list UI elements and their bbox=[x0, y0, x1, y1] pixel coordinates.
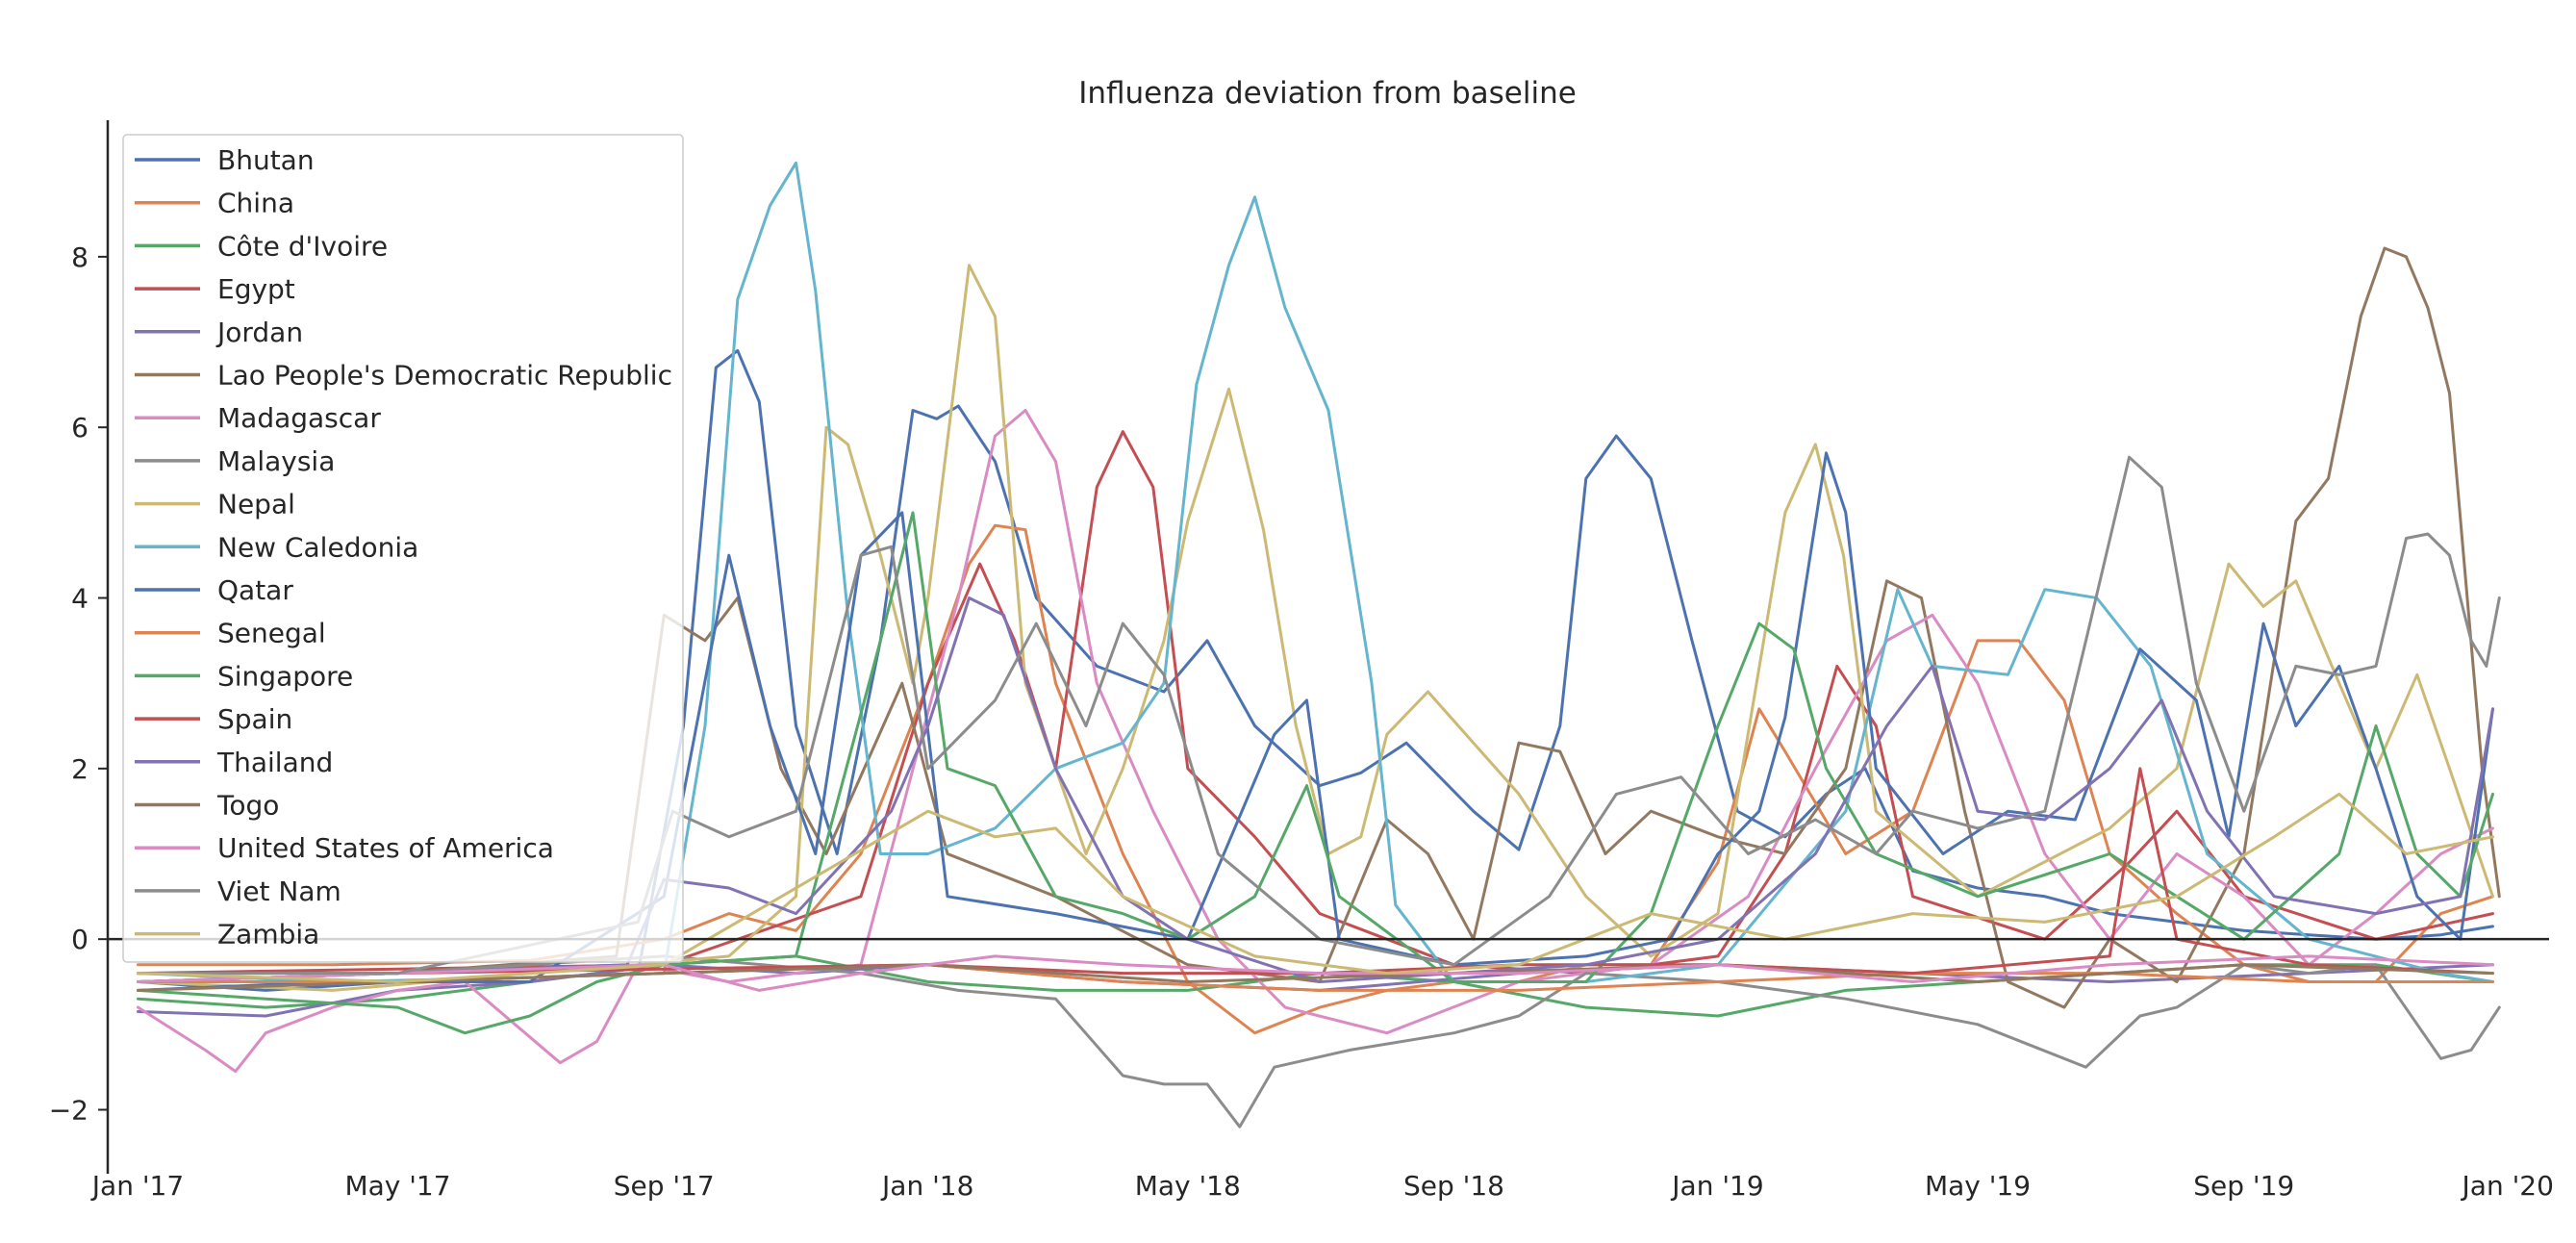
series-line-qatar bbox=[137, 451, 2494, 992]
series-line-bhutan bbox=[137, 348, 2494, 992]
legend-label-nepal: Nepal bbox=[217, 489, 295, 520]
series-line-new-caledonia bbox=[137, 161, 2494, 983]
x-tick-label: Jan '19 bbox=[1670, 1170, 1763, 1202]
legend-label-senegal: Senegal bbox=[217, 618, 326, 649]
y-tick-label: 4 bbox=[71, 583, 88, 615]
series-line-nepal bbox=[137, 264, 2494, 992]
legend-frame bbox=[122, 134, 684, 963]
x-tick-label: Jan '17 bbox=[90, 1170, 184, 1202]
chart-title: Influenza deviation from baseline bbox=[1078, 76, 1577, 111]
x-tick-label: Sep '17 bbox=[614, 1170, 715, 1202]
legend-label-lao-people-s-democratic-republic: Lao People's Democratic Republic bbox=[217, 360, 672, 392]
x-tick-label: May '19 bbox=[1925, 1170, 2031, 1202]
legend-label-c-te-d-ivoire: Côte d'Ivoire bbox=[217, 230, 388, 262]
legend-label-viet-nam: Viet Nam bbox=[217, 875, 341, 907]
series-layer bbox=[137, 161, 2501, 1129]
y-tick-label: 0 bbox=[71, 924, 88, 955]
series-line-united-states-of-america bbox=[137, 954, 2494, 992]
legend-label-united-states-of-america: United States of America bbox=[217, 832, 554, 864]
y-tick-label: −2 bbox=[49, 1095, 88, 1127]
legend-label-qatar: Qatar bbox=[217, 574, 293, 606]
legend-label-spain: Spain bbox=[217, 703, 292, 735]
y-tick-label: 8 bbox=[71, 241, 88, 273]
x-tick-label: Jan '18 bbox=[880, 1170, 973, 1202]
y-tick-label: 6 bbox=[71, 412, 88, 444]
legend-label-china: China bbox=[217, 188, 294, 219]
y-axis-ticks: −2 0 2 4 6 8 bbox=[49, 241, 108, 1127]
series-line-zambia bbox=[137, 792, 2494, 983]
legend-label-malaysia: Malaysia bbox=[217, 445, 335, 477]
legend-label-togo: Togo bbox=[216, 790, 279, 822]
legend-items: Bhutan China Côte d'Ivoire Egypt Jordan Lao P… bbox=[135, 144, 672, 951]
x-axis-ticks: Jan '17 May '17 Sep '17 Jan '18 May '18 Sep '… bbox=[90, 1170, 2554, 1202]
series-line-viet-nam bbox=[137, 455, 2501, 976]
legend-label-thailand: Thailand bbox=[216, 747, 333, 778]
x-tick-label: Jan '20 bbox=[2461, 1170, 2554, 1202]
legend-label-zambia: Zambia bbox=[217, 919, 319, 951]
series-line-spain bbox=[137, 767, 2494, 976]
legend-label-egypt: Egypt bbox=[217, 273, 295, 305]
legend-label-jordan: Jordan bbox=[215, 317, 303, 348]
y-tick-label: 2 bbox=[71, 753, 88, 785]
series-line-togo bbox=[137, 963, 2494, 992]
legend-label-bhutan: Bhutan bbox=[217, 144, 315, 176]
x-tick-label: Sep '18 bbox=[1403, 1170, 1504, 1202]
series-line-malaysia bbox=[137, 954, 2501, 1129]
legend-label-singapore: Singapore bbox=[217, 660, 353, 692]
legend-label-new-caledonia: New Caledonia bbox=[217, 531, 418, 563]
legend-label-madagascar: Madagascar bbox=[217, 402, 381, 434]
legend: Bhutan China Côte d'Ivoire Egypt Jordan Lao P… bbox=[122, 134, 684, 963]
x-tick-label: May '18 bbox=[1135, 1170, 1241, 1202]
x-tick-label: Sep '19 bbox=[2193, 1170, 2294, 1202]
x-tick-label: May '17 bbox=[344, 1170, 450, 1202]
